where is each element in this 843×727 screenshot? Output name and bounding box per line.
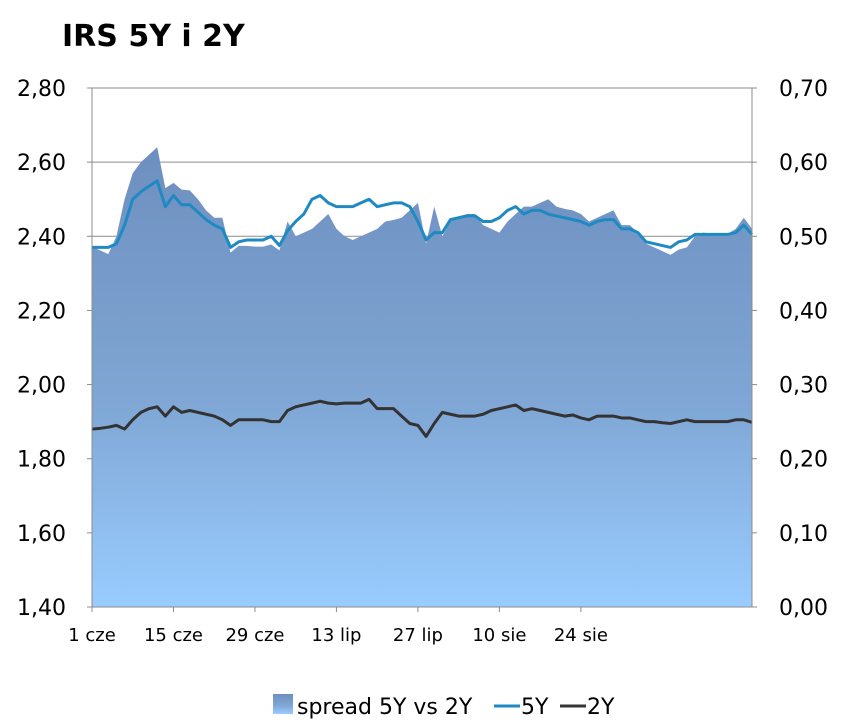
series-5y-line [92,179,754,249]
y-tick-label-left: 2,60 [17,151,66,176]
chart-title: IRS 5Y i 2Y [62,19,246,54]
y-tick-label-right: 0,00 [779,596,828,621]
x-tick-label: 24 sie [554,625,608,646]
y-axis-right-ticks: 0,00 0,10 0,20 0,30 0,40 0,50 0,60 0,70 [752,77,828,621]
y-tick-label-right: 0,30 [779,374,828,399]
y-tick-label-right: 0,10 [779,522,828,547]
x-tick-label: 15 cze [144,625,203,646]
x-tick-label: 29 cze [225,625,284,646]
y-tick-label-left: 1,80 [17,448,66,473]
y-tick-label-left: 2,80 [17,77,66,102]
series-spread-area [92,147,752,607]
x-tick-label: 13 lip [311,625,361,646]
legend-label-5y: 5Y [521,695,549,720]
legend: spread 5Y vs 2Y 5Y 2Y [273,694,615,720]
x-tick-label: 27 lip [393,625,443,646]
y-tick-label-right: 0,60 [779,151,828,176]
y-tick-label-left: 1,40 [17,596,66,621]
y-tick-label-right: 0,50 [779,225,828,250]
y-axis-left-ticks: 1,40 1,60 1,80 2,00 2,20 2,40 2,60 2,80 [17,77,92,621]
x-tick-label: 1 cze [68,625,116,646]
y-tick-label-right: 0,70 [779,77,828,102]
legend-label-2y: 2Y [587,695,615,720]
y-tick-label-left: 2,00 [17,374,66,399]
line-layer [91,179,754,438]
spread-area-layer [92,147,752,607]
y-tick-label-right: 0,20 [779,448,828,473]
x-axis-ticks: 1 cze 15 cze 29 cze 13 lip 27 lip 10 sie 24 si… [68,607,608,646]
legend-swatch-spread [273,694,293,714]
y-tick-label-left: 2,20 [17,299,66,324]
legend-label-spread: spread 5Y vs 2Y [297,695,473,720]
y-tick-label-right: 0,40 [779,299,828,324]
series-2y-line [91,397,753,438]
y-tick-label-left: 1,60 [17,522,66,547]
x-tick-label: 10 sie [472,625,526,646]
y-tick-label-left: 2,40 [17,225,66,250]
